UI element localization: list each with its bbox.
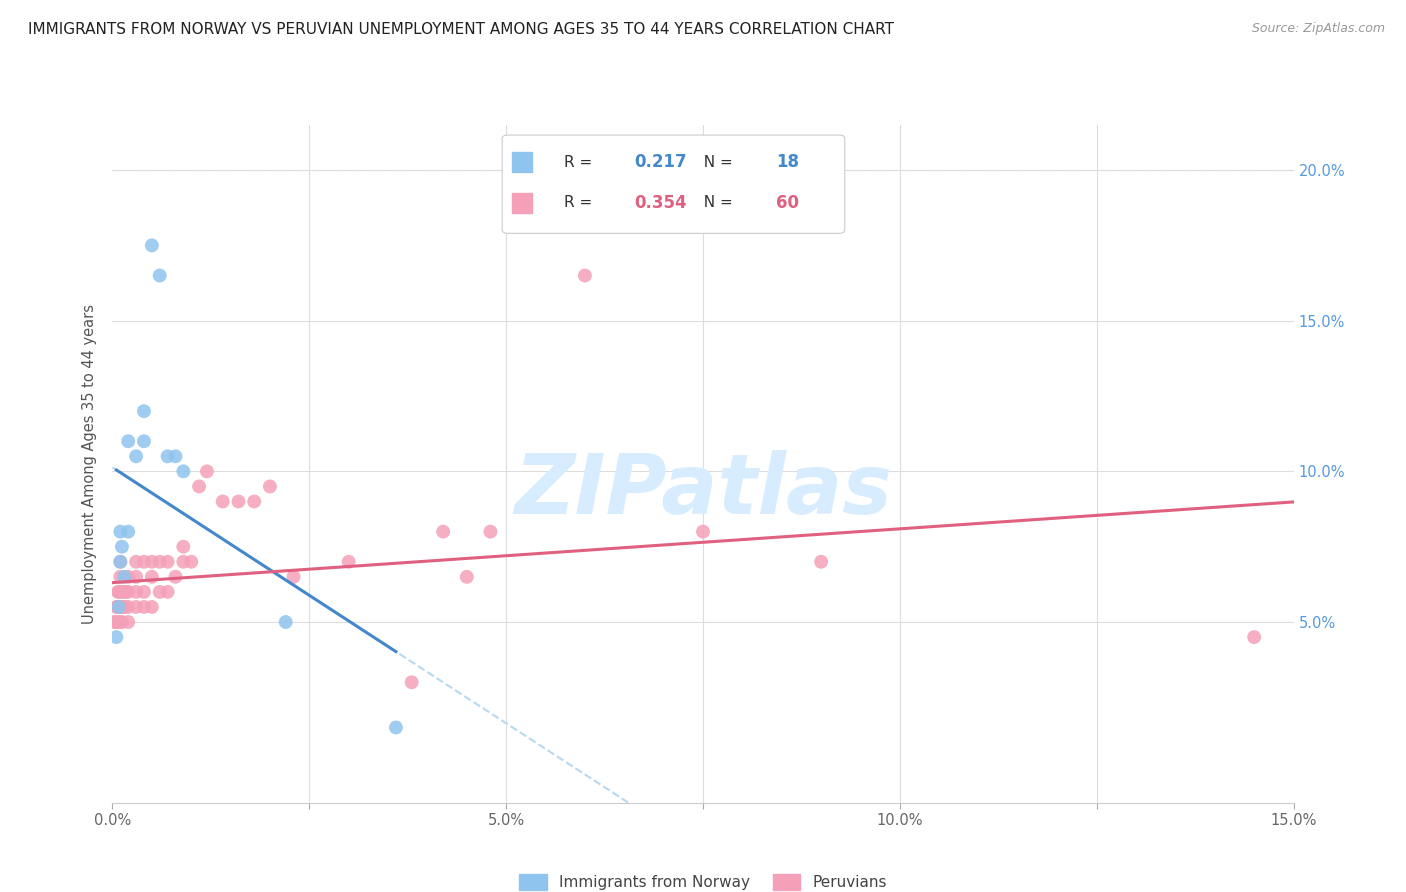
Point	[401, 675, 423, 690]
Point	[125, 555, 148, 569]
Point	[132, 585, 155, 599]
Text: 0.354: 0.354	[634, 194, 688, 211]
Text: Source: ZipAtlas.com: Source: ZipAtlas.com	[1251, 22, 1385, 36]
Point	[132, 599, 155, 614]
Point	[156, 585, 179, 599]
Point	[195, 464, 218, 478]
Point	[110, 585, 132, 599]
Point	[107, 585, 129, 599]
Point	[141, 570, 163, 584]
Point	[107, 585, 129, 599]
Point	[165, 570, 187, 584]
Point	[117, 570, 139, 584]
Point	[117, 615, 139, 629]
Point	[110, 524, 132, 539]
Text: 0.217: 0.217	[634, 153, 688, 171]
Point	[125, 450, 148, 464]
Point	[180, 555, 202, 569]
FancyBboxPatch shape	[502, 135, 845, 234]
Point	[112, 599, 135, 614]
Y-axis label: Unemployment Among Ages 35 to 44 years: Unemployment Among Ages 35 to 44 years	[82, 304, 97, 624]
Point	[149, 585, 172, 599]
Point	[132, 434, 155, 449]
Point	[107, 599, 129, 614]
Legend: Immigrants from Norway, Peruvians: Immigrants from Norway, Peruvians	[513, 868, 893, 892]
Point	[228, 494, 250, 508]
Point	[110, 555, 132, 569]
Text: R =: R =	[564, 195, 596, 211]
Point	[105, 630, 128, 644]
Point	[259, 479, 281, 493]
Point	[107, 599, 129, 614]
Point	[105, 615, 128, 629]
Point	[117, 599, 139, 614]
Point	[117, 524, 139, 539]
Point	[1243, 630, 1265, 644]
Point	[149, 268, 172, 283]
Point	[141, 555, 163, 569]
Point	[125, 585, 148, 599]
Point	[574, 268, 596, 283]
Point	[111, 599, 134, 614]
Text: N =: N =	[693, 195, 737, 211]
Point	[107, 599, 129, 614]
Text: 60: 60	[776, 194, 799, 211]
Point	[149, 555, 172, 569]
Point	[105, 599, 128, 614]
Point	[110, 555, 132, 569]
Point	[432, 524, 454, 539]
Point	[810, 555, 832, 569]
Point	[125, 570, 148, 584]
Point	[132, 404, 155, 418]
Point	[105, 599, 128, 614]
Point	[165, 450, 187, 464]
Point	[111, 615, 134, 629]
Point	[172, 555, 194, 569]
Point	[172, 464, 194, 478]
Text: ZIPatlas: ZIPatlas	[515, 450, 891, 532]
Point	[337, 555, 360, 569]
Point	[141, 238, 163, 252]
Point	[104, 615, 127, 629]
Point	[110, 615, 132, 629]
Text: R =: R =	[564, 154, 596, 169]
Point	[117, 434, 139, 449]
Point	[110, 570, 132, 584]
Text: N =: N =	[693, 154, 737, 169]
Point	[111, 540, 134, 554]
Point	[141, 599, 163, 614]
Point	[172, 540, 194, 554]
Point	[112, 570, 135, 584]
Point	[243, 494, 266, 508]
Point	[132, 555, 155, 569]
Point	[117, 585, 139, 599]
Point	[456, 570, 478, 584]
Text: 18: 18	[776, 153, 799, 171]
Point	[114, 585, 136, 599]
Point	[479, 524, 502, 539]
Point	[125, 599, 148, 614]
Text: IMMIGRANTS FROM NORWAY VS PERUVIAN UNEMPLOYMENT AMONG AGES 35 TO 44 YEARS CORREL: IMMIGRANTS FROM NORWAY VS PERUVIAN UNEMP…	[28, 22, 894, 37]
Point	[104, 615, 127, 629]
Point	[107, 615, 129, 629]
Point	[188, 479, 211, 493]
Point	[156, 555, 179, 569]
Point	[385, 721, 408, 735]
Point	[108, 599, 131, 614]
Point	[110, 599, 132, 614]
Point	[274, 615, 297, 629]
Point	[156, 450, 179, 464]
Point	[105, 615, 128, 629]
Point	[211, 494, 233, 508]
Point	[112, 585, 135, 599]
Point	[692, 524, 714, 539]
Point	[283, 570, 305, 584]
